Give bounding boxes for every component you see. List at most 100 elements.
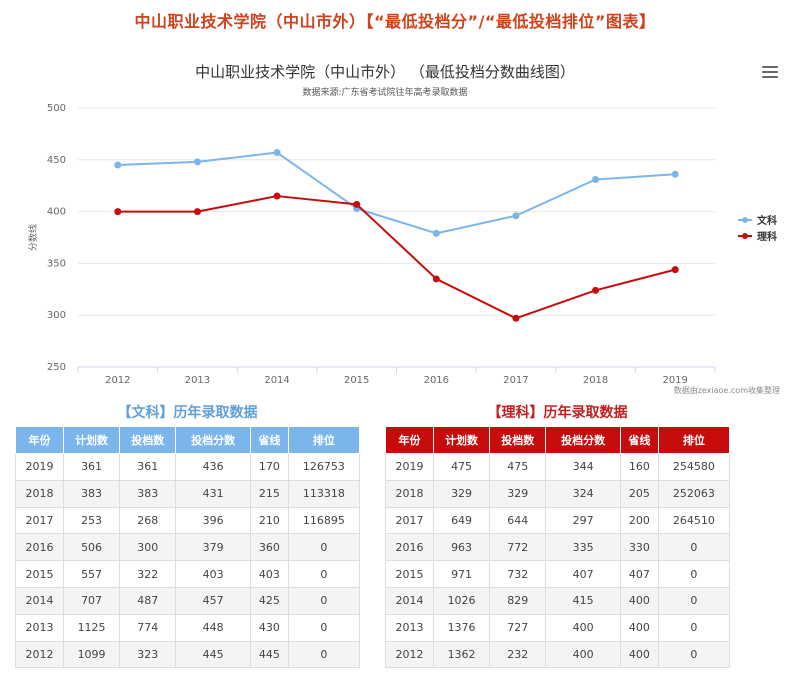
x-tick-label: 2014	[264, 375, 289, 386]
data-point	[512, 212, 520, 220]
legend-marker	[742, 233, 748, 239]
table-cell: 383	[62, 479, 121, 508]
table-cell: 361	[62, 453, 121, 481]
table-cell: 0	[657, 533, 731, 562]
li-header-cell: 年份	[385, 426, 434, 454]
table-cell: 2015	[385, 560, 434, 588]
table-row: 2014 1026 829 415 400 0	[385, 586, 731, 615]
data-point	[114, 161, 122, 169]
table-row: 2014 707 487 457 425 0	[15, 586, 361, 615]
table-cell: 200	[619, 506, 659, 535]
table-cell: 487	[119, 586, 177, 615]
table-cell: 732	[489, 560, 547, 588]
hamburger-menu-icon[interactable]	[762, 66, 778, 80]
table-cell: 323	[119, 640, 177, 669]
li-table-body: 2019 475 475 344 160 254580 2018 329 329 324 205 25…	[385, 453, 731, 669]
li-data-table: 年份 计划数 投档数 投档分数 省线 排位 2019 475 475 344 160 254580 2…	[385, 426, 731, 669]
data-point	[273, 149, 281, 157]
table-cell: 403	[175, 560, 251, 588]
legend-marker	[742, 217, 748, 223]
table-cell: 445	[249, 640, 289, 669]
table-cell: 2016	[15, 533, 64, 562]
table-row: 2016 963 772 335 330 0	[385, 533, 731, 562]
wen-header-cell: 省线	[249, 426, 289, 454]
x-tick-label: 2019	[662, 375, 687, 386]
legend-label: 文科	[757, 214, 777, 227]
y-tick-label: 250	[47, 362, 66, 373]
table-cell: 425	[249, 586, 289, 615]
table-cell: 252063	[657, 479, 731, 508]
table-cell: 253	[62, 506, 121, 535]
wen-header-cell: 投档分数	[175, 426, 251, 454]
table-cell: 963	[432, 533, 491, 562]
x-tick-label: 2013	[185, 375, 210, 386]
table-row: 2012 1362 232 400 400 0	[385, 640, 731, 669]
y-axis-label: 分数线	[27, 224, 39, 251]
series-line-0	[117, 151, 676, 235]
data-point	[512, 314, 520, 322]
table-cell: 430	[249, 613, 289, 642]
wen-header-cell: 计划数	[62, 426, 121, 454]
data-point	[114, 208, 122, 216]
table-cell: 2017	[385, 506, 434, 535]
table-cell: 644	[489, 506, 547, 535]
table-cell: 971	[432, 560, 491, 588]
y-tick-label: 300	[47, 310, 66, 321]
wen-table-title: 【文科】历年录取数据	[117, 405, 258, 421]
table-cell: 170	[249, 453, 289, 481]
series-line-1	[117, 195, 676, 320]
table-row: 2013 1376 727 400 400 0	[385, 613, 731, 642]
legend-label: 理科	[757, 230, 777, 243]
table-cell: 1376	[432, 613, 491, 642]
table-cell: 774	[119, 613, 177, 642]
table-cell: 457	[175, 586, 251, 615]
table-cell: 649	[432, 506, 491, 535]
y-tick-label: 350	[47, 258, 66, 269]
data-point	[193, 208, 201, 216]
table-cell: 403	[249, 560, 289, 588]
table-cell: 360	[249, 533, 289, 562]
table-cell: 407	[545, 560, 621, 588]
table-row: 2015 557 322 403 403 0	[15, 560, 361, 588]
table-cell: 344	[545, 453, 621, 481]
table-row: 2018 329 329 324 205 252063	[385, 479, 731, 508]
chart-credit: 数据由zexiaoe.com收集整理	[674, 385, 780, 395]
table-cell: 264510	[657, 506, 731, 535]
table-cell: 329	[432, 479, 491, 508]
data-point	[432, 275, 440, 283]
table-cell: 0	[287, 560, 361, 588]
table-row: 2012 1099 323 445 445 0	[15, 640, 361, 669]
table-cell: 415	[545, 586, 621, 615]
page-title: 中山职业技术学院（中山市外）【“最低投档分”/“最低投档排位”图表】	[134, 12, 656, 31]
table-row: 2017 253 268 396 210 116895	[15, 506, 361, 535]
table-cell: 330	[619, 533, 659, 562]
table-cell: 396	[175, 506, 251, 535]
table-cell: 400	[619, 640, 659, 669]
data-point	[273, 192, 281, 200]
table-cell: 116895	[287, 506, 361, 535]
table-cell: 475	[432, 453, 491, 481]
table-cell: 2013	[385, 613, 434, 642]
table-row: 2018 383 383 431 215 113318	[15, 479, 361, 508]
table-cell: 329	[489, 479, 547, 508]
li-header-cell: 投档分数	[545, 426, 621, 454]
table-cell: 400	[545, 640, 621, 669]
table-row: 2017 649 644 297 200 264510	[385, 506, 731, 535]
table-cell: 448	[175, 613, 251, 642]
table-cell: 2018	[15, 479, 64, 508]
table-cell: 2012	[385, 640, 434, 669]
data-point	[592, 286, 600, 294]
table-cell: 232	[489, 640, 547, 669]
li-header-cell: 省线	[619, 426, 659, 454]
table-cell: 431	[175, 479, 251, 508]
table-cell: 506	[62, 533, 121, 562]
table-cell: 254580	[657, 453, 731, 481]
table-cell: 557	[62, 560, 121, 588]
chart-svg: 中山职业技术学院（中山市外） （最低投档分数曲线图） 数据来源:广东省考试院往年高…	[27, 63, 780, 395]
table-cell: 0	[657, 613, 731, 642]
table-row: 2019 361 361 436 170 126753	[15, 453, 361, 481]
chart-title: 中山职业技术学院（中山市外） （最低投档分数曲线图）	[195, 63, 575, 81]
table-cell: 407	[619, 560, 659, 588]
chart-subtitle: 数据来源:广东省考试院往年高考录取数据	[302, 86, 467, 98]
y-tick-label: 500	[47, 103, 66, 114]
